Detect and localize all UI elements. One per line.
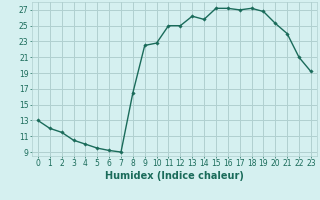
X-axis label: Humidex (Indice chaleur): Humidex (Indice chaleur) <box>105 171 244 181</box>
